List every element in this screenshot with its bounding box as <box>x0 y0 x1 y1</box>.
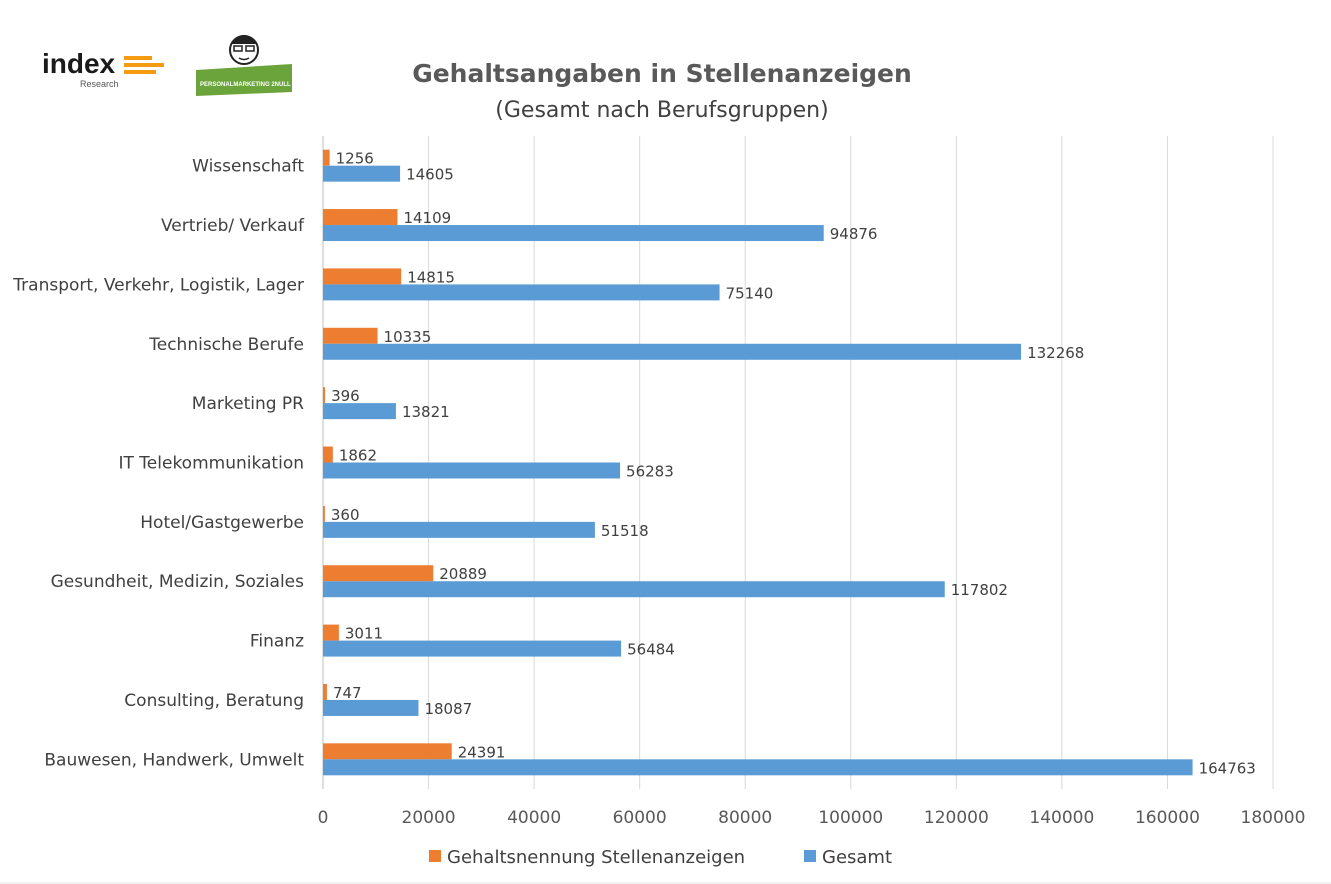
data-label: 14109 <box>403 209 451 227</box>
category-label: Technische Berufe <box>148 335 304 355</box>
category-label: Consulting, Beratung <box>124 691 304 711</box>
data-label: 56283 <box>626 463 674 481</box>
x-tick-label: 80000 <box>718 808 772 828</box>
data-label: 24391 <box>458 743 506 761</box>
index-research-logo: index Research <box>42 48 164 89</box>
data-label: 396 <box>331 387 360 405</box>
x-axis-ticks: 0 20000 40000 60000 80000 100000 120000 140000 1… <box>318 808 1306 828</box>
data-label: 132268 <box>1027 344 1084 362</box>
bar-gesamt <box>323 284 720 301</box>
bar-gehaltsnennung <box>323 505 325 522</box>
category-label: Marketing PR <box>192 394 304 414</box>
bar-gesamt <box>323 581 945 598</box>
data-label: 3011 <box>345 625 383 643</box>
bar-gehaltsnennung <box>323 149 330 166</box>
data-label: 18087 <box>424 700 472 718</box>
data-label: 1256 <box>336 150 374 168</box>
bar-gesamt <box>323 699 419 716</box>
bar-gesamt <box>323 521 595 538</box>
data-label: 1862 <box>339 447 377 465</box>
legend-swatch <box>804 850 816 862</box>
data-label: 747 <box>333 684 362 702</box>
data-label: 14815 <box>407 268 455 286</box>
bar-gesamt <box>323 343 1022 360</box>
bar-gehaltsnennung <box>323 387 326 404</box>
x-tick-label: 100000 <box>818 808 883 828</box>
data-label: 14605 <box>406 166 454 184</box>
bar-gehaltsnennung <box>323 268 402 285</box>
data-label: 10335 <box>384 328 432 346</box>
category-label: Vertrieb/ Verkauf <box>161 216 305 236</box>
data-label: 360 <box>331 506 360 524</box>
category-label: Finanz <box>250 632 304 652</box>
chart-subtitle: (Gesamt nach Berufsgruppen) <box>495 98 828 123</box>
x-tick-label: 160000 <box>1135 808 1200 828</box>
category-label: Hotel/Gastgewerbe <box>140 513 304 533</box>
bar-gehaltsnennung <box>323 683 327 700</box>
bar-gesamt <box>323 225 824 242</box>
bar-gehaltsnennung <box>323 624 339 641</box>
category-labels: Wissenschaft Vertrieb/ Verkauf Transport, … <box>12 157 305 771</box>
personalmarketing-logo: PERSONALMARKETING 2NULL <box>196 35 292 96</box>
data-label: 56484 <box>627 641 675 659</box>
bar-gehaltsnennung <box>323 446 333 463</box>
legend-label: Gesamt <box>822 847 892 868</box>
bar-gesamt <box>323 403 396 420</box>
data-label: 94876 <box>830 225 878 243</box>
category-label: Transport, Verkehr, Logistik, Lager <box>12 275 304 295</box>
data-label: 75140 <box>726 284 774 302</box>
legend: Gehaltsnennung Stellenanzeigen Gesamt <box>429 847 892 868</box>
category-label: IT Telekommunikation <box>119 454 305 474</box>
index-logo-text: index <box>42 48 116 79</box>
x-tick-label: 40000 <box>507 808 561 828</box>
bar-gesamt <box>323 759 1193 776</box>
bar-gesamt <box>323 462 621 479</box>
legend-swatch <box>429 850 441 862</box>
x-tick-label: 20000 <box>402 808 456 828</box>
x-tick-label: 180000 <box>1241 808 1306 828</box>
data-labels: 1256 14605 14109 94876 14815 75140 10335 132268… <box>331 150 1256 778</box>
x-tick-label: 60000 <box>613 808 667 828</box>
bar-gesamt <box>323 165 401 182</box>
x-tick-label: 140000 <box>1029 808 1094 828</box>
chart-title: Gehaltsangaben in Stellenanzeigen <box>412 59 912 88</box>
legend-label: Gehaltsnennung Stellenanzeigen <box>447 847 745 868</box>
bar-gehaltsnennung <box>323 743 452 760</box>
bar-gesamt <box>323 640 622 657</box>
personalmarketing-logo-text: PERSONALMARKETING 2NULL <box>200 82 291 88</box>
x-tick-label: 0 <box>318 808 329 828</box>
category-label: Bauwesen, Handwerk, Umwelt <box>44 750 304 770</box>
data-label: 51518 <box>601 522 649 540</box>
bar-gehaltsnennung <box>323 565 434 582</box>
index-logo-subtitle: Research <box>80 79 119 89</box>
category-label: Gesundheit, Medizin, Soziales <box>51 572 305 592</box>
bars <box>323 149 1193 776</box>
data-label: 164763 <box>1199 759 1256 777</box>
bar-gehaltsnennung <box>323 209 398 226</box>
data-label: 13821 <box>402 403 450 421</box>
bar-gehaltsnennung <box>323 327 378 344</box>
data-label: 117802 <box>951 581 1008 599</box>
category-label: Wissenschaft <box>192 157 304 177</box>
gridlines <box>322 136 1274 789</box>
x-tick-label: 120000 <box>924 808 989 828</box>
data-label: 20889 <box>439 565 487 583</box>
